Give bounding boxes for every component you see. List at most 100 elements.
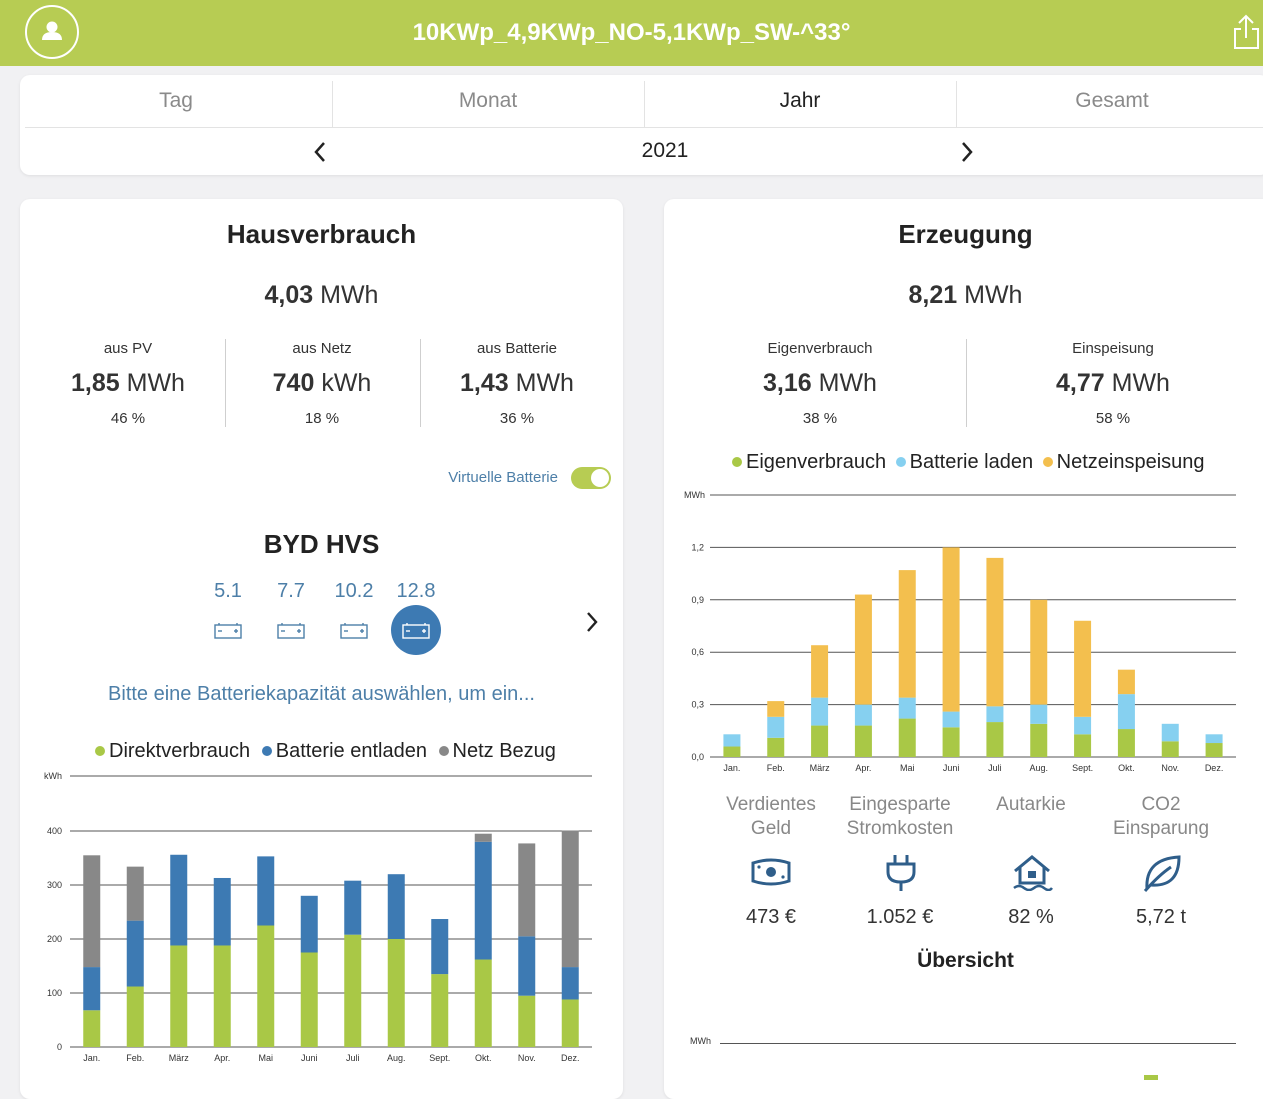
stat-percent-pv: 46 % bbox=[110, 410, 146, 427]
legend-dot-netz bbox=[438, 745, 449, 756]
bar-segment bbox=[986, 722, 1004, 757]
bar-segment bbox=[942, 547, 960, 712]
stat-divider bbox=[225, 339, 226, 427]
bar-segment bbox=[344, 880, 362, 935]
x-tick-label: Nov. bbox=[1161, 763, 1179, 773]
tab-tag[interactable]: Tag bbox=[159, 89, 193, 112]
next-year-button[interactable] bbox=[952, 137, 982, 167]
bar-segment bbox=[474, 833, 492, 842]
hausverbrauch-total: 4,03 MWh bbox=[20, 281, 623, 310]
legend-item: Batterie laden bbox=[895, 451, 1033, 473]
hausverbrauch-card: Hausverbrauch 4,03 MWh aus PV 1,85 MWh 4… bbox=[20, 199, 623, 1099]
tab-divider bbox=[332, 81, 333, 127]
summary-value-co2: 5,72 t bbox=[1135, 906, 1187, 928]
summary-label-co2: CO2 Einsparung bbox=[1112, 794, 1210, 839]
stat-value-einspeisung: 4,77 MWh bbox=[1056, 369, 1170, 397]
summary-label-autarkie: Autarkie bbox=[996, 794, 1066, 815]
bar-segment bbox=[83, 1010, 101, 1047]
bar-segment bbox=[126, 866, 144, 921]
legend-dot-batterie bbox=[261, 745, 272, 756]
battery-option-12-8-selected[interactable] bbox=[391, 605, 441, 655]
bar-segment bbox=[986, 557, 1004, 707]
bar-segment bbox=[811, 645, 829, 698]
next-chart-gridline bbox=[720, 1043, 1236, 1044]
battery-capacity-label: 5.1 bbox=[214, 580, 242, 602]
bar-segment bbox=[257, 925, 275, 1047]
y-tick-label: 400 bbox=[47, 826, 62, 836]
battery-next-button[interactable] bbox=[580, 609, 604, 635]
bar-segment bbox=[170, 854, 188, 946]
next-chart-unit: MWh bbox=[690, 1036, 711, 1046]
x-tick-label: Mai bbox=[258, 1053, 273, 1063]
x-tick-label: Juni bbox=[301, 1053, 318, 1063]
legend-item: Netzeinspeisung bbox=[1042, 451, 1205, 473]
bar-segment bbox=[723, 734, 741, 747]
erzeugung-legend: Eigenverbrauch Batterie laden Netzeinspe… bbox=[732, 451, 1205, 474]
current-year: 2021 bbox=[641, 139, 689, 162]
tab-gesamt[interactable]: Gesamt bbox=[1075, 89, 1149, 112]
x-tick-label: Aug. bbox=[1029, 763, 1048, 773]
legend-dot-einspeisung bbox=[1042, 456, 1053, 467]
previous-year-button[interactable] bbox=[305, 137, 335, 167]
battery-capacity-label: 7.7 bbox=[277, 580, 305, 602]
battery-option-7-7[interactable] bbox=[276, 621, 306, 639]
x-tick-label: Juli bbox=[346, 1053, 360, 1063]
bar-segment bbox=[431, 919, 449, 975]
x-tick-label: Apr. bbox=[214, 1053, 230, 1063]
erzeugung-chart: MWh 0,0 0,3 0,6 0,9 1,2 Jan. Feb. März Apr. Mai Jun… bbox=[684, 490, 1236, 773]
tab-underline bbox=[25, 127, 1263, 128]
bar-segment bbox=[1030, 599, 1048, 705]
x-tick-label: Mai bbox=[900, 763, 915, 773]
bar-segment bbox=[300, 895, 318, 953]
bar-segment bbox=[561, 999, 579, 1047]
battery-hint: Bitte eine Batteriekapazität auswählen, … bbox=[108, 683, 535, 705]
virtual-battery-toggle[interactable] bbox=[571, 467, 611, 489]
summary-value-stromkosten: 1.052 € bbox=[866, 906, 934, 928]
x-tick-label: Jan. bbox=[83, 1053, 100, 1063]
tab-monat[interactable]: Monat bbox=[458, 89, 518, 112]
y-tick-label: 1,2 bbox=[691, 542, 704, 552]
share-icon[interactable] bbox=[1232, 14, 1260, 52]
bar-segment bbox=[474, 841, 492, 960]
user-avatar-button[interactable] bbox=[25, 5, 79, 59]
bar-segment bbox=[126, 920, 144, 987]
bar-segment bbox=[898, 697, 916, 719]
bar-segment bbox=[1117, 729, 1135, 757]
x-tick-label: Okt. bbox=[1118, 763, 1135, 773]
battery-icon bbox=[340, 623, 368, 639]
uebersicht-title: Übersicht bbox=[917, 949, 1014, 972]
bar-segment bbox=[387, 939, 405, 1047]
total-value: 4,03 bbox=[264, 281, 314, 309]
y-tick-label: 0,6 bbox=[691, 647, 704, 657]
total-unit: MWh bbox=[320, 281, 379, 309]
next-chart-bar bbox=[1144, 1075, 1158, 1080]
y-axis-unit: kWh bbox=[44, 771, 62, 781]
bar-segment bbox=[1117, 694, 1135, 730]
bar-segment bbox=[767, 716, 785, 738]
battery-option-10-2[interactable] bbox=[339, 621, 369, 639]
chevron-left-icon bbox=[314, 142, 325, 162]
stat-label-batterie: aus Batterie bbox=[476, 340, 558, 357]
bar-segment bbox=[986, 706, 1004, 723]
stat-divider bbox=[420, 339, 421, 427]
x-tick-label: Jan. bbox=[723, 763, 740, 773]
legend-item: Netz Bezug bbox=[438, 740, 556, 762]
stat-label-netz: aus Netz bbox=[292, 340, 352, 357]
bar-segment bbox=[854, 594, 872, 705]
bar-segment bbox=[213, 877, 231, 946]
bar-segment bbox=[942, 727, 960, 757]
bar-segment bbox=[518, 843, 536, 937]
battery-capacity-label: 10.2 bbox=[334, 580, 374, 602]
stat-value-pv: 1,85 MWh bbox=[71, 369, 185, 397]
x-tick-label: Dez. bbox=[1205, 763, 1224, 773]
battery-option-5-1[interactable] bbox=[213, 621, 243, 639]
battery-name: BYD HVS bbox=[263, 529, 380, 559]
bar-segment bbox=[431, 974, 449, 1047]
leaf-icon bbox=[1143, 855, 1181, 892]
chevron-right-icon bbox=[587, 612, 598, 632]
bar-segment bbox=[213, 945, 231, 1047]
period-selector: Tag Monat Jahr Gesamt 2021 bbox=[20, 75, 1263, 175]
tab-jahr[interactable]: Jahr bbox=[779, 89, 821, 112]
bar-segment bbox=[723, 746, 741, 757]
bar-segment bbox=[898, 570, 916, 698]
